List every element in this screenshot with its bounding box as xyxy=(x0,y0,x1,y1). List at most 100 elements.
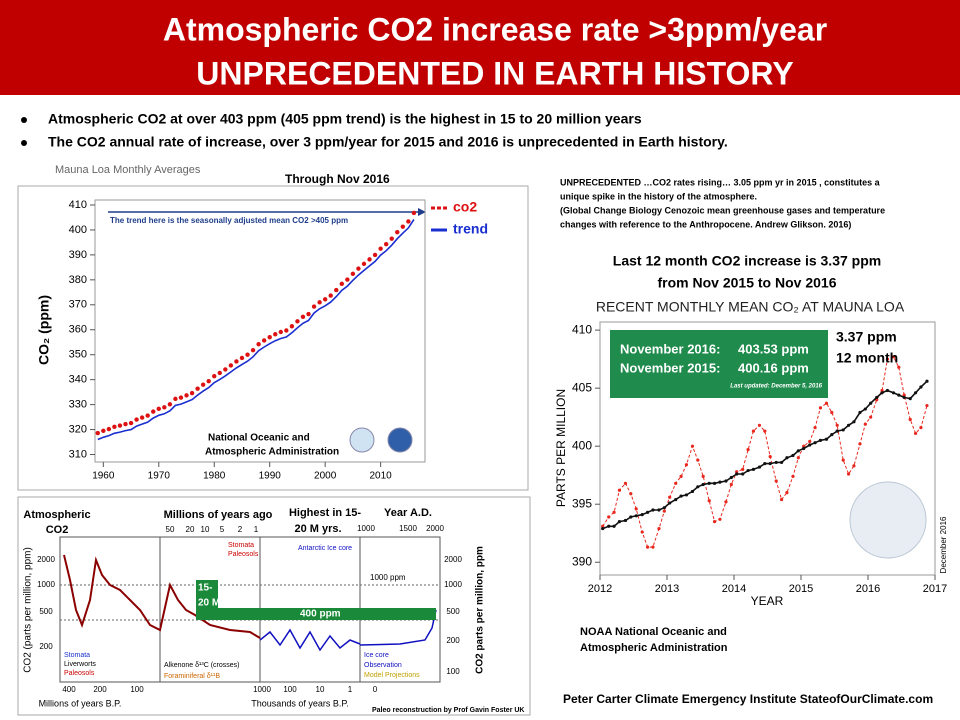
label: Stomata xyxy=(64,652,90,659)
data-point xyxy=(234,359,239,364)
paleo-plot xyxy=(59,536,441,683)
tick-label: 200 xyxy=(446,636,460,645)
note: NOAA National Oceanic and xyxy=(580,626,727,638)
y-tick-label: 340 xyxy=(69,374,87,386)
tick-label: 100 xyxy=(130,685,144,694)
note: (Global Change Biology Cenozoic mean gre… xyxy=(560,205,885,215)
x-axis-label: Millions of years B.P. xyxy=(39,698,122,708)
y-tick-label: 405 xyxy=(572,380,592,394)
data-point xyxy=(891,391,896,395)
data-point xyxy=(690,444,695,448)
label: 15- xyxy=(198,583,212,594)
panel-frame xyxy=(17,496,531,716)
data-point xyxy=(885,388,890,393)
data-point xyxy=(863,407,867,411)
data-point xyxy=(757,423,762,427)
data-point xyxy=(200,382,206,387)
data-point xyxy=(858,410,862,415)
data-point xyxy=(746,448,750,452)
heading: Last 12 month CO2 increase is 3.37 ppm xyxy=(613,253,881,269)
data-point xyxy=(345,277,350,282)
data-point xyxy=(846,472,851,476)
source: National Oceanic and xyxy=(208,433,310,444)
data-point xyxy=(311,304,317,309)
data-point xyxy=(623,518,628,523)
paleo-curve xyxy=(63,554,261,639)
data-point xyxy=(701,482,705,487)
info-text: 403.53 ppm xyxy=(738,341,809,356)
data-point xyxy=(607,515,611,519)
data-point xyxy=(217,370,222,376)
x-axis-label: Thousands of years B.P. xyxy=(251,698,348,708)
label: 1000 ppm xyxy=(370,573,406,582)
label: Stomata xyxy=(228,542,254,549)
data-point xyxy=(178,395,184,400)
label: Alkenone δ¹³C (crosses) xyxy=(164,662,239,669)
data-point xyxy=(869,401,873,405)
data-point xyxy=(372,252,378,258)
bullet: The CO2 annual rate of increase, over 3 … xyxy=(48,134,728,150)
data-point xyxy=(919,426,923,430)
data-point xyxy=(919,385,923,389)
label: Model Projections xyxy=(364,672,420,679)
header-band xyxy=(0,0,960,95)
label: Paleosols xyxy=(64,670,95,677)
data-point xyxy=(657,526,661,531)
data-point xyxy=(824,437,829,441)
data-point xyxy=(607,524,611,528)
data-point xyxy=(139,415,145,420)
y-tick-label: 410 xyxy=(69,199,87,211)
ice-core-curve xyxy=(259,628,361,652)
data-point xyxy=(902,395,906,400)
data-point xyxy=(162,405,167,410)
data-point xyxy=(763,461,767,466)
data-point xyxy=(361,261,367,267)
x-tick-label: 2013 xyxy=(655,583,679,595)
x-tick-label: 1960 xyxy=(92,471,115,482)
note: changes with reference to the Anthropoce… xyxy=(560,219,851,229)
tick-label: 100 xyxy=(283,685,297,694)
data-point xyxy=(690,489,695,494)
callout: 3.37 ppm xyxy=(836,329,897,345)
series-line xyxy=(97,219,415,441)
data-point xyxy=(718,480,722,484)
data-point xyxy=(707,481,711,485)
y-axis-label: PARTS PER MILLION xyxy=(554,389,568,507)
data-point xyxy=(791,474,795,478)
series-line xyxy=(602,356,928,548)
data-point xyxy=(863,422,867,426)
data-point xyxy=(891,355,896,359)
data-point xyxy=(785,456,789,460)
chart-title: RECENT MONTHLY MEAN CO₂ AT MAUNA LOA xyxy=(596,299,905,315)
data-point xyxy=(835,423,839,427)
data-point xyxy=(634,514,638,518)
panel-frame xyxy=(17,185,529,491)
data-point xyxy=(95,430,100,436)
arrow-head xyxy=(418,208,426,216)
x-tick-label: 2015 xyxy=(789,583,813,595)
tick-label: 1000 xyxy=(37,580,55,589)
tick-label: 2 xyxy=(238,525,243,534)
chart-subtitle: Through Nov 2016 xyxy=(285,172,390,186)
data-point xyxy=(640,530,644,534)
data-point xyxy=(802,444,806,448)
data-point xyxy=(350,271,356,277)
data-point xyxy=(779,460,784,465)
data-point xyxy=(908,417,912,422)
data-point xyxy=(134,417,139,422)
overlay: November 2016: 403.53 ppm November 2015:… xyxy=(610,329,898,398)
logo xyxy=(349,427,375,453)
credit: Paleo reconstruction by Prof Gavin Foste… xyxy=(372,707,524,714)
data-point xyxy=(612,510,616,514)
bullet-dot xyxy=(21,117,27,123)
note: unique spike in the history of the atmos… xyxy=(560,191,757,201)
y-tick-label: 390 xyxy=(69,249,87,261)
data-point xyxy=(852,420,856,424)
data-point xyxy=(206,378,211,384)
tick-label: 20 xyxy=(186,525,195,534)
label: Observation xyxy=(364,662,402,669)
data-point xyxy=(729,475,733,480)
data-point xyxy=(684,493,689,497)
tick-label: 500 xyxy=(39,607,53,616)
data-point xyxy=(662,509,666,513)
